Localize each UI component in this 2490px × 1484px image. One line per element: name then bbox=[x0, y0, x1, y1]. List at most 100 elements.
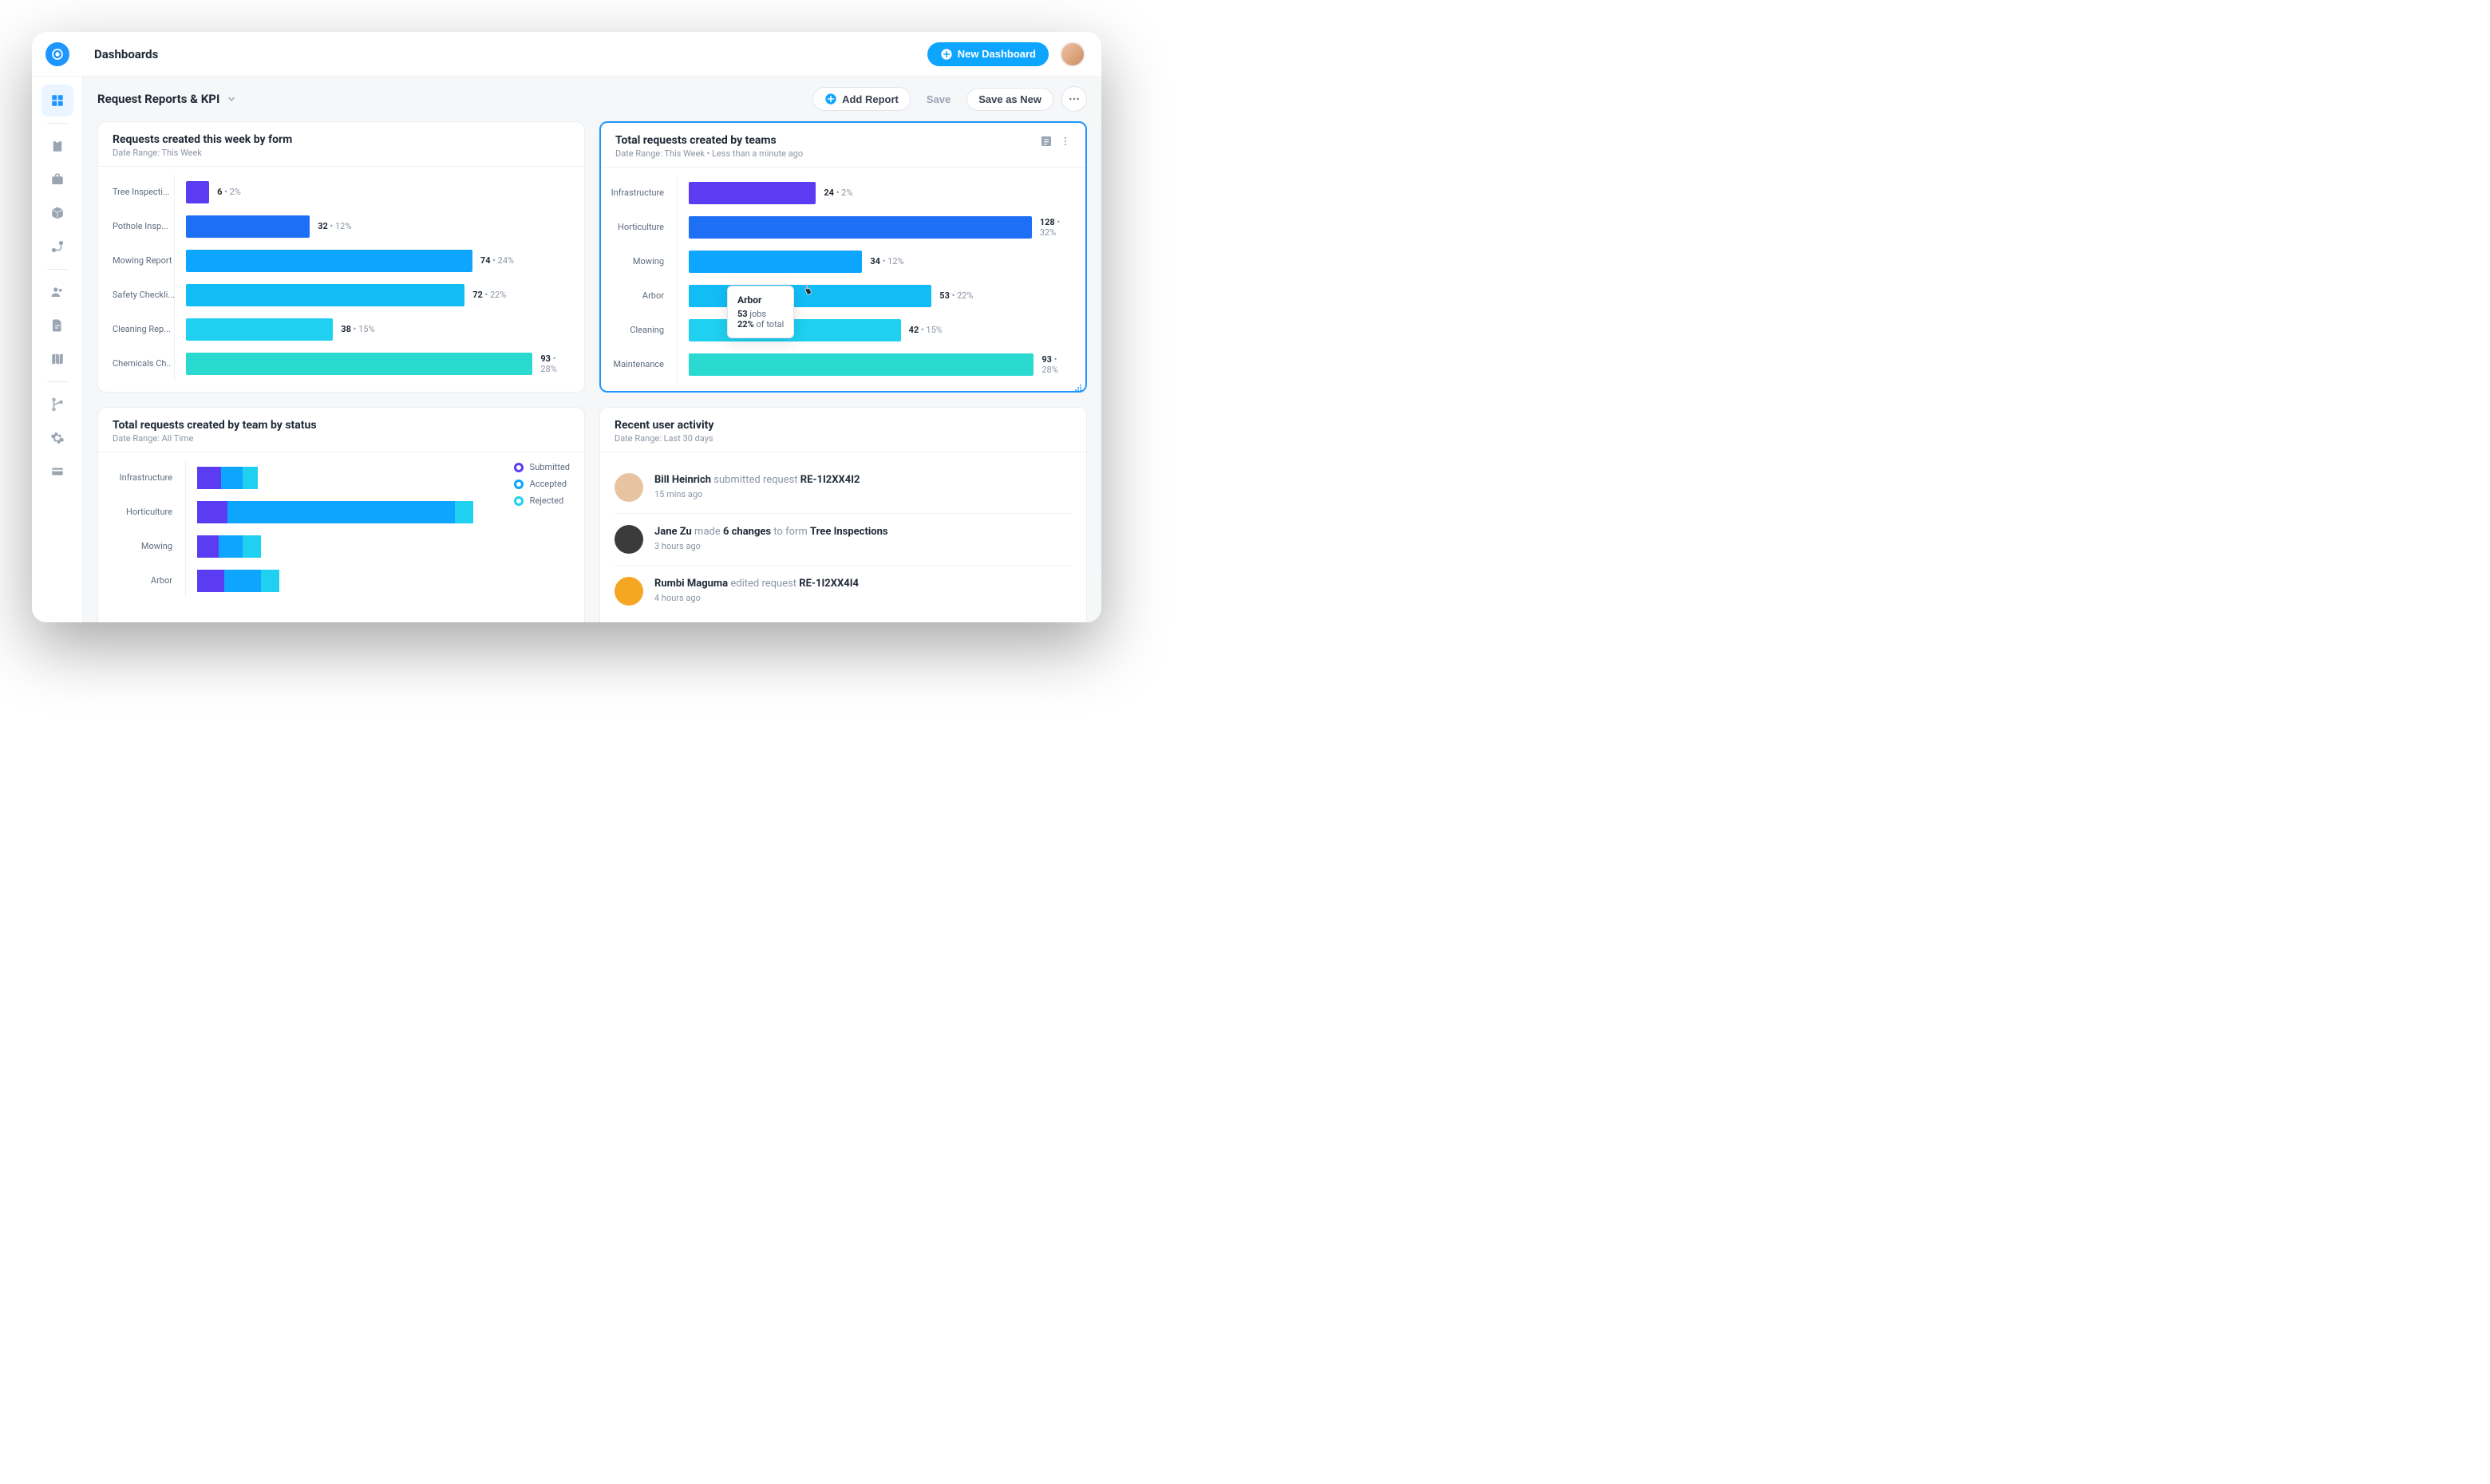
activity-item[interactable]: Jane Zu made 6 changes to form Tree Insp… bbox=[615, 514, 1072, 566]
resize-handle[interactable] bbox=[1074, 380, 1082, 388]
briefcase-icon bbox=[50, 172, 65, 187]
more-menu-button[interactable] bbox=[1061, 86, 1087, 112]
credit-card-icon bbox=[50, 464, 65, 479]
bar-segment[interactable] bbox=[243, 467, 258, 489]
bar-segment[interactable] bbox=[197, 467, 221, 489]
sidebar-item-box[interactable] bbox=[42, 197, 73, 229]
bar[interactable] bbox=[186, 284, 464, 306]
stacked-bar bbox=[197, 570, 279, 592]
bar-segment[interactable] bbox=[197, 535, 219, 558]
card-title: Recent user activity bbox=[615, 419, 713, 432]
sidebar-item-route[interactable] bbox=[42, 231, 73, 262]
dots-vertical-icon[interactable] bbox=[1060, 134, 1071, 148]
bar[interactable] bbox=[689, 182, 816, 204]
sidebar-item-clipboard[interactable] bbox=[42, 130, 73, 162]
card-body: SubmittedAcceptedRejectedInfrastructureH… bbox=[98, 452, 584, 622]
bar-meta: 42 • 15% bbox=[909, 325, 943, 335]
bar[interactable] bbox=[186, 181, 209, 203]
bar-segment[interactable] bbox=[261, 570, 279, 592]
bar-segment[interactable] bbox=[221, 467, 243, 489]
sidebar-divider bbox=[47, 123, 68, 124]
card-actions bbox=[1039, 134, 1071, 148]
sidebar-divider bbox=[47, 381, 68, 382]
sidebar-item-dashboards[interactable] bbox=[42, 85, 73, 116]
bar-label: Safety Checkli... bbox=[98, 278, 175, 312]
activity-item[interactable]: Bill Heinrich submitted request RE-1I2XX… bbox=[615, 462, 1072, 514]
user-avatar[interactable] bbox=[1060, 41, 1085, 67]
save-label: Save bbox=[927, 93, 951, 105]
body: Request Reports & KPI Add Report Save Sa… bbox=[32, 77, 1101, 622]
bar-meta: 32 • 12% bbox=[318, 221, 351, 231]
bar-segment[interactable] bbox=[224, 570, 261, 592]
bar-segment[interactable] bbox=[455, 501, 473, 523]
dots-icon bbox=[1068, 93, 1081, 105]
dashboard-grid: Requests created this week by form Date … bbox=[83, 121, 1101, 622]
bar-row: Cleaning42 • 15% bbox=[601, 313, 1085, 347]
bar-row: Infrastructure24 • 2% bbox=[601, 176, 1085, 210]
stacked-bar bbox=[197, 535, 261, 558]
bar-label: Infrastructure bbox=[98, 460, 186, 495]
app-logo[interactable] bbox=[45, 42, 69, 66]
bar[interactable] bbox=[689, 353, 1034, 376]
bar-label: Horticulture bbox=[601, 210, 678, 244]
save-as-new-button[interactable]: Save as New bbox=[966, 88, 1053, 111]
route-icon bbox=[50, 239, 65, 254]
bar-segment[interactable] bbox=[227, 501, 455, 523]
new-dashboard-label: New Dashboard bbox=[958, 48, 1036, 60]
sidebar-item-branch[interactable] bbox=[42, 389, 73, 420]
activity-content: Bill Heinrich submitted request RE-1I2XX… bbox=[654, 473, 860, 499]
grid-icon bbox=[50, 93, 65, 108]
bar[interactable] bbox=[689, 216, 1032, 239]
new-dashboard-button[interactable]: New Dashboard bbox=[927, 42, 1049, 66]
tooltip-line: 53 jobs bbox=[737, 309, 784, 319]
add-report-button[interactable]: Add Report bbox=[812, 87, 911, 111]
plus-circle-icon bbox=[940, 48, 953, 61]
bar-track: 24 • 2% bbox=[678, 182, 1085, 204]
card-requests-by-team: Total requests created by teams Date Ran… bbox=[599, 121, 1087, 393]
bar-meta: 93 • 28% bbox=[1041, 354, 1074, 375]
bar-meta: 72 • 22% bbox=[472, 290, 506, 300]
sidebar-item-card[interactable] bbox=[42, 456, 73, 487]
save-as-new-label: Save as New bbox=[978, 93, 1041, 105]
sidebar-item-map[interactable] bbox=[42, 343, 73, 375]
bar-label: Arbor bbox=[98, 563, 186, 598]
sidebar-item-file[interactable] bbox=[42, 310, 73, 341]
bar-label: Mowing bbox=[601, 244, 678, 278]
activity-time: 3 hours ago bbox=[654, 541, 888, 551]
bar-track: 128 • 32% bbox=[678, 216, 1085, 239]
card-body: Infrastructure24 • 2%Horticulture128 • 3… bbox=[601, 167, 1085, 391]
bar[interactable] bbox=[186, 215, 310, 238]
card-header: Recent user activity Date Range: Last 30… bbox=[600, 408, 1086, 452]
bar-segment[interactable] bbox=[197, 501, 227, 523]
notes-icon[interactable] bbox=[1039, 134, 1053, 148]
map-icon bbox=[50, 352, 65, 366]
sidebar-item-briefcase[interactable] bbox=[42, 164, 73, 195]
stacked-bar bbox=[197, 501, 473, 523]
bar-track bbox=[186, 467, 584, 489]
bar-track bbox=[186, 535, 584, 558]
activity-item[interactable]: Rumbi Maguma edited request RE-1I2XX4I44… bbox=[615, 566, 1072, 617]
bar-segment[interactable] bbox=[243, 535, 261, 558]
dashboard-selector[interactable]: Request Reports & KPI bbox=[97, 92, 237, 106]
card-subtitle: Date Range: All Time bbox=[113, 433, 317, 444]
card-subtitle: Date Range: This Week • Less than a minu… bbox=[615, 148, 803, 159]
sidebar-item-users[interactable] bbox=[42, 276, 73, 308]
bar-segment[interactable] bbox=[197, 570, 224, 592]
tooltip-title: Arbor bbox=[737, 294, 784, 306]
sidebar-item-settings[interactable] bbox=[42, 422, 73, 454]
bar[interactable] bbox=[689, 251, 862, 273]
bar-label: Horticulture bbox=[98, 495, 186, 529]
bar-label: Mowing Report bbox=[98, 243, 175, 278]
activity-content: Jane Zu made 6 changes to form Tree Insp… bbox=[654, 525, 888, 551]
bar[interactable] bbox=[186, 318, 333, 341]
bar-segment[interactable] bbox=[219, 535, 243, 558]
bar-label: Cleaning Rep... bbox=[98, 312, 175, 346]
bar[interactable] bbox=[689, 319, 901, 341]
user-avatar bbox=[615, 473, 643, 502]
bar-row: Arbor53 • 22% bbox=[601, 278, 1085, 313]
save-button[interactable]: Save bbox=[919, 89, 958, 110]
bar[interactable] bbox=[186, 353, 532, 375]
bar[interactable] bbox=[186, 250, 472, 272]
page-title: Dashboards bbox=[94, 47, 158, 61]
bar-track bbox=[186, 501, 584, 523]
